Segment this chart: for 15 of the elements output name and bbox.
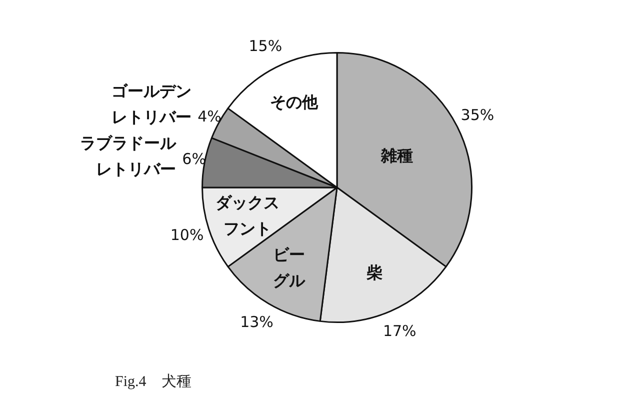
- slice-label: ダックスフント: [215, 192, 280, 238]
- data-label: 13%: [240, 313, 274, 332]
- slice-label: 雑種: [380, 146, 414, 166]
- data-label: 10%: [170, 226, 204, 244]
- caption: Fig.4 犬種: [115, 372, 192, 391]
- data-label: 17%: [382, 322, 416, 340]
- slice-label: ゴールデンレトリバー: [111, 81, 192, 126]
- slice-label: ラブラドールレトリバー: [80, 133, 178, 178]
- slice-label: ビーグル: [272, 244, 306, 290]
- slice-label: 柴: [365, 263, 384, 282]
- slice-label: その他: [270, 92, 320, 112]
- data-label: 35%: [460, 106, 494, 124]
- data-label: 15%: [248, 36, 282, 55]
- data-label: 6%: [182, 150, 206, 168]
- data-label: 4%: [198, 107, 222, 126]
